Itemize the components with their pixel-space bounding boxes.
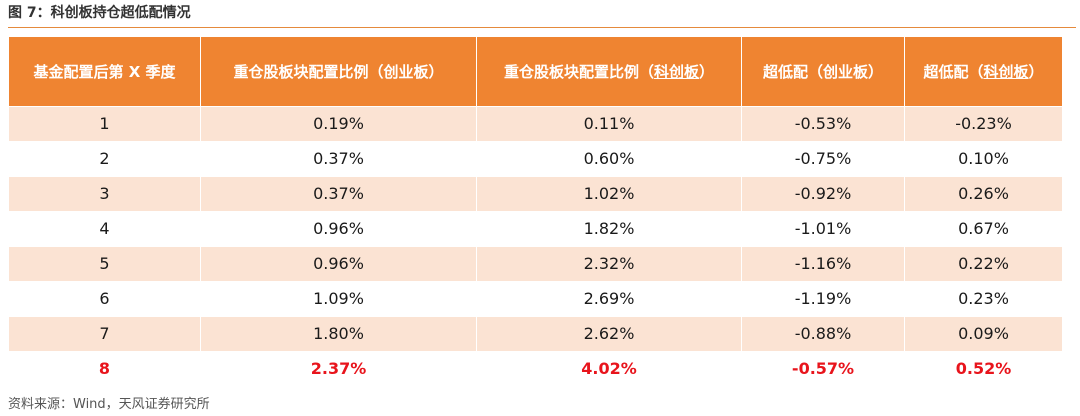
allocation-table: 基金配置后第 X 季度 重仓股板块配置比例（创业板） 重仓股板块配置比例（科创板… [8, 36, 1063, 387]
header-quarter: 基金配置后第 X 季度 [8, 36, 201, 107]
cell-star-weight: 1.82% [476, 211, 742, 247]
cell-star-weight: 2.32% [476, 246, 742, 282]
figure-title: 图 7：科创板持仓超低配情况 [8, 5, 191, 21]
cell-chinext-weight: 0.37% [200, 176, 477, 212]
cell-chinext-over-under: -0.88% [741, 316, 905, 352]
cell-star-weight: 4.02% [476, 351, 742, 387]
cell-chinext-over-under: -0.92% [741, 176, 905, 212]
table-header: 基金配置后第 X 季度 重仓股板块配置比例（创业板） 重仓股板块配置比例（科创板… [8, 36, 1063, 107]
table-row: 3 0.37% 1.02% -0.92% 0.26% [8, 176, 1063, 212]
table-row-highlight: 8 2.37% 4.02% -0.57% 0.52% [8, 351, 1063, 387]
cell-star-over-under: 0.23% [904, 281, 1063, 317]
cell-chinext-over-under: -1.01% [741, 211, 905, 247]
source-note: 资料来源：Wind，天风证券研究所 [8, 397, 210, 412]
cell-quarter: 8 [8, 351, 201, 387]
cell-chinext-over-under: -0.75% [741, 141, 905, 177]
cell-chinext-over-under: -0.57% [741, 351, 905, 387]
cell-star-over-under: -0.23% [904, 106, 1063, 142]
table-row: 2 0.37% 0.60% -0.75% 0.10% [8, 141, 1063, 177]
cell-quarter: 4 [8, 211, 201, 247]
cell-star-over-under: 0.22% [904, 246, 1063, 282]
cell-chinext-weight: 0.96% [200, 246, 477, 282]
cell-quarter: 7 [8, 316, 201, 352]
cell-quarter: 3 [8, 176, 201, 212]
cell-star-over-under: 0.09% [904, 316, 1063, 352]
cell-chinext-weight: 2.37% [200, 351, 477, 387]
cell-star-weight: 0.11% [476, 106, 742, 142]
header-chinext-weight: 重仓股板块配置比例（创业板） [200, 36, 477, 107]
cell-star-weight: 0.60% [476, 141, 742, 177]
table-body: 1 0.19% 0.11% -0.53% -0.23% 2 0.37% 0.60… [8, 106, 1063, 387]
cell-chinext-over-under: -1.19% [741, 281, 905, 317]
header-star-weight: 重仓股板块配置比例（科创板） [476, 36, 742, 107]
table-row: 4 0.96% 1.82% -1.01% 0.67% [8, 211, 1063, 247]
table-row: 7 1.80% 2.62% -0.88% 0.09% [8, 316, 1063, 352]
header-row: 基金配置后第 X 季度 重仓股板块配置比例（创业板） 重仓股板块配置比例（科创板… [8, 36, 1063, 107]
cell-chinext-weight: 1.80% [200, 316, 477, 352]
cell-quarter: 1 [8, 106, 201, 142]
cell-star-weight: 2.69% [476, 281, 742, 317]
cell-star-over-under: 0.26% [904, 176, 1063, 212]
cell-star-over-under: 0.52% [904, 351, 1063, 387]
cell-chinext-weight: 0.37% [200, 141, 477, 177]
cell-star-over-under: 0.67% [904, 211, 1063, 247]
title-divider [8, 27, 1076, 28]
table-row: 1 0.19% 0.11% -0.53% -0.23% [8, 106, 1063, 142]
table-row: 5 0.96% 2.32% -1.16% 0.22% [8, 246, 1063, 282]
cell-star-weight: 1.02% [476, 176, 742, 212]
cell-chinext-weight: 1.09% [200, 281, 477, 317]
cell-quarter: 2 [8, 141, 201, 177]
header-star-over-under: 超低配（科创板） [904, 36, 1063, 107]
cell-star-over-under: 0.10% [904, 141, 1063, 177]
cell-chinext-over-under: -0.53% [741, 106, 905, 142]
header-chinext-over-under: 超低配（创业板） [741, 36, 905, 107]
cell-chinext-weight: 0.96% [200, 211, 477, 247]
cell-star-weight: 2.62% [476, 316, 742, 352]
table-row: 6 1.09% 2.69% -1.19% 0.23% [8, 281, 1063, 317]
cell-chinext-weight: 0.19% [200, 106, 477, 142]
cell-chinext-over-under: -1.16% [741, 246, 905, 282]
cell-quarter: 5 [8, 246, 201, 282]
cell-quarter: 6 [8, 281, 201, 317]
